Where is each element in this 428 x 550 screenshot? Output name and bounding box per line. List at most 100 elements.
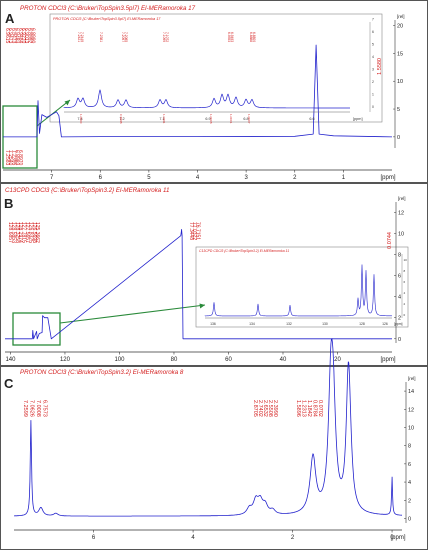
- panel-a-x-tick-label: 5: [147, 175, 151, 181]
- panel-c-center-peak-label: 2.6532: [262, 400, 268, 417]
- panel-a-bottom-peak-label: 7.2540: [7, 150, 13, 166]
- panel-b-right-peak-label: 0.0744: [387, 232, 393, 249]
- panel-a-inset-x-axis-label: [ppm]: [353, 117, 363, 121]
- panel-a-inset-peak-label: 7.2085: [124, 32, 128, 42]
- panel-b-center-peak-label: 77.3448: [188, 222, 194, 240]
- panel-b-letter: B: [4, 196, 13, 211]
- panel-a-x-tick-label: 2: [293, 175, 297, 181]
- panel-c-right-peak-label: 1.1842: [306, 400, 312, 417]
- panel-b-inset-x-tick-label: 130: [322, 322, 328, 326]
- panel-a-inset-peak-label: 7.2421: [77, 32, 81, 42]
- panel-a-y-tick-label: 10: [397, 79, 403, 85]
- panel-a-inset-peak-label: 6.8800: [252, 32, 256, 42]
- panel-a-left-peak-label: 6.9615: [4, 28, 10, 44]
- panel-b-inset-x-tick-label: 128: [359, 322, 365, 326]
- panel-b-inset-y-tick-label: 0: [404, 313, 406, 317]
- panel-b-y-tick-label: 10: [398, 232, 404, 238]
- panel-b-left-peak-label: 128.6857: [7, 222, 13, 243]
- panel-b-left-peak-label: 128.5853: [10, 222, 16, 243]
- panel-a-inset-y-tick-label: 5: [372, 43, 374, 47]
- panel-b-x-tick-label: [ppm]: [380, 357, 395, 363]
- panel-a-spectrum: 7 6 5 4 3 2 1 [ppm]20151050[rel]6.96156.94736.9…: [3, 14, 405, 181]
- panel-c-y-axis-label: [rel]: [408, 376, 416, 381]
- panel-b-y-tick-label: 0: [398, 337, 401, 343]
- panel-b-y-tick-label: 12: [398, 211, 404, 217]
- panel-c-center-peak-label: 2.3990: [272, 400, 278, 417]
- panel-b-inset-y-tick-label: 10: [404, 258, 408, 262]
- panel-a-inset-title: PROTON CDCl3 {C:\Bruker\TopSpin3.5pl7} E…: [53, 17, 161, 21]
- panel-b-inset-y-tick-label: 8: [404, 269, 406, 273]
- panel-a-inset-x-tick-label: 7.2: [119, 117, 124, 121]
- panel-b-y-tick-label: 6: [398, 274, 401, 280]
- panel-b-x-tick-label: 80: [171, 357, 178, 363]
- panel-b-x-tick-label: 60: [225, 357, 232, 363]
- panel-a-y-tick-label: 0: [397, 135, 400, 141]
- panel-a-inset-y-tick-label: 2: [372, 80, 374, 84]
- panel-a-left-peak-label: 6.9473: [10, 28, 16, 44]
- panel-b-x-tick-label: 100: [114, 357, 125, 363]
- panel-a-left-peak-label: 6.9484: [17, 28, 23, 44]
- panel-b-title: C13CPD CDCl3 {C:\Bruker\TopSpin3.2} El-M…: [5, 187, 169, 194]
- panel-a-inset-x-tick-label: 7.1: [159, 117, 164, 121]
- panel-b-inset-x-tick-label: 126: [382, 322, 388, 326]
- panel-c-left-peak-label: 7.2599: [22, 400, 28, 417]
- panel-a-inset-peak-label: 7.2449: [80, 32, 84, 42]
- panel-c-right-peak-label: 0.8784: [312, 400, 318, 417]
- panel-b-inset-spectrum-line: [204, 264, 393, 317]
- panel-a-inset-peak-label: 7.1099: [162, 32, 166, 42]
- panel-a-bottom-peak-label: 7.2395: [10, 150, 16, 166]
- panel-c-title: PROTON CDCl3 {C:\Bruker\TopSpin3.2} El-M…: [20, 369, 184, 376]
- panel-a-zoom-arrowhead: [64, 100, 70, 106]
- panel-c-x-tick-label: 4: [191, 535, 195, 541]
- panel-a-inset-integral: 1.0007: [247, 114, 251, 124]
- panel-a-bottom-peak-label: 6.8983: [14, 150, 20, 166]
- panel-b-inset-y-tick-label: 2: [404, 302, 406, 306]
- panel-b-left-peak-label: 127.5657: [24, 222, 30, 243]
- panel-c-frame: [0, 366, 428, 550]
- panel-c-x-tick-label: 0: [390, 535, 394, 541]
- panel-c-x-tick-label: 2: [291, 535, 295, 541]
- panel-a-inset-y-tick-label: 4: [372, 55, 374, 59]
- panel-a-inset-integral: 1.0001: [229, 114, 233, 124]
- panel-a-letter: A: [5, 11, 15, 26]
- panel-b-inset-title: C13CPD CDCl3 {C:\Bruker\TopSpin3.2} El-M…: [199, 249, 289, 253]
- panel-c-letter: C: [4, 376, 14, 391]
- panel-a-x-tick-label: [ppm]: [380, 175, 395, 181]
- panel-b-inset-y-tick-label: 6: [404, 280, 406, 284]
- panel-c-y-tick-label: 14: [408, 389, 414, 395]
- panel-c-left-peak-label: 7.0626: [29, 400, 35, 417]
- panel-b-left-peak-label: 128.3258: [14, 222, 20, 243]
- panel-b-inset-x-axis-label: [ppm]: [394, 322, 403, 326]
- panel-a-inset-x-tick-label: 6.9: [205, 117, 210, 121]
- panel-a-bottom-peak-label: 6.8970: [17, 150, 23, 166]
- panel-b-y-tick-label: 4: [398, 295, 401, 301]
- panel-b-left-peak-label: 125.3662: [34, 222, 40, 243]
- panel-a-title: PROTON CDCl3 {C:\Bruker\TopSpin3.5pl7} E…: [20, 5, 196, 12]
- panel-a-spectrum-line: [3, 44, 393, 138]
- panel-a-left-peak-label: 6.9473: [7, 28, 13, 44]
- panel-a-inset-peak-label: 6.9553: [227, 32, 231, 42]
- panel-b-left-peak-label: 127.7815: [21, 222, 27, 243]
- panel-b-x-tick-label: 120: [60, 357, 71, 363]
- panel-a-inset-spectrum-line: [63, 89, 350, 109]
- panel-b-inset-x-tick-label: 136: [210, 322, 216, 326]
- panel-a-inset-frame: [49, 13, 383, 123]
- panel-c-y-tick-label: 6: [408, 462, 411, 468]
- panel-a-x-tick-label: 7: [50, 175, 54, 181]
- panel-b-x-tick-label: 140: [5, 357, 16, 363]
- panel-b-center-peak-label: 77.0322: [191, 222, 197, 240]
- panel-a-inset-x-tick-label: 6.6: [309, 117, 314, 121]
- panel-a-inset-x-tick-label: 7.4: [77, 117, 82, 121]
- panel-a-x-tick-label: 3: [244, 175, 248, 181]
- panel-a-bottom-peak-label: 7.2583: [4, 150, 10, 166]
- panel-c-right-peak-label: 0.0702: [317, 400, 323, 417]
- panel-c-x-tick-label: [ppm]: [390, 535, 405, 541]
- panel-b-inset-x-tick-label: 134: [249, 322, 255, 326]
- panel-a-left-peak-label: 6.9270: [20, 28, 26, 44]
- panel-a-left-peak-label: 6.9483: [14, 28, 20, 44]
- panel-b-zoom-arrow: [59, 304, 206, 324]
- panel-b-left-peak-label: 126.8325: [27, 222, 33, 243]
